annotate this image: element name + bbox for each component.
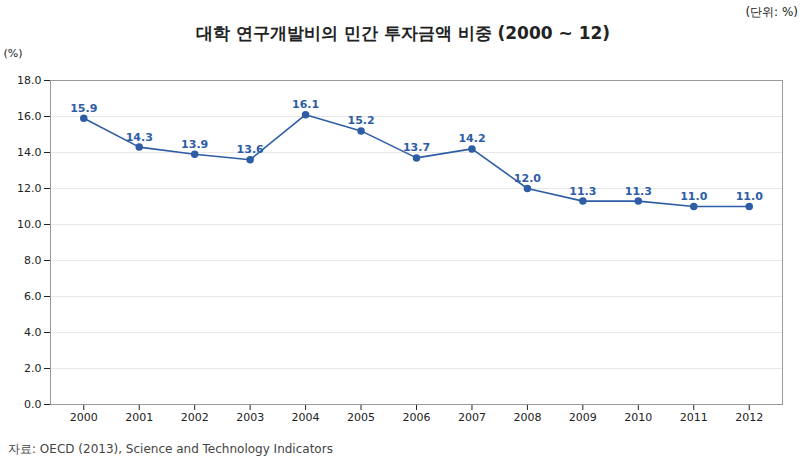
- svg-text:14.0: 14.0: [17, 146, 42, 159]
- svg-text:11.0: 11.0: [736, 190, 763, 203]
- svg-text:11.0: 11.0: [680, 190, 707, 203]
- svg-text:0.0: 0.0: [24, 398, 42, 411]
- svg-text:2004: 2004: [292, 411, 320, 424]
- svg-text:15.9: 15.9: [70, 102, 97, 115]
- html-text:(단위: %): (단위: %): [745, 5, 798, 19]
- svg-text:16.1: 16.1: [292, 98, 319, 111]
- svg-text:14.2: 14.2: [458, 132, 485, 145]
- svg-text:2005: 2005: [347, 411, 375, 424]
- svg-text:2003: 2003: [236, 411, 264, 424]
- svg-text:(%): (%): [4, 47, 23, 60]
- svg-text:8.0: 8.0: [24, 254, 42, 267]
- svg-text:11.3: 11.3: [569, 185, 596, 198]
- svg-text:2002: 2002: [181, 411, 209, 424]
- svg-text:14.3: 14.3: [126, 131, 153, 144]
- html-text:자료: OECD (2013), Science and T: 자료: OECD (2013), Science and Technology …: [8, 442, 333, 456]
- svg-text:16.0: 16.0: [17, 110, 42, 123]
- svg-text:2012: 2012: [735, 411, 763, 424]
- svg-text:12.0: 12.0: [17, 182, 42, 195]
- svg-text:2007: 2007: [458, 411, 486, 424]
- svg-text:12.0: 12.0: [514, 172, 541, 185]
- svg-text:2010: 2010: [624, 411, 652, 424]
- svg-text:13.7: 13.7: [403, 141, 430, 154]
- svg-text:13.9: 13.9: [181, 138, 208, 151]
- svg-text:11.3: 11.3: [625, 185, 652, 198]
- svg-text:2011: 2011: [680, 411, 708, 424]
- svg-text:13.6: 13.6: [237, 143, 264, 156]
- svg-text:2.0: 2.0: [24, 362, 42, 375]
- html-text:대학 연구개발비의 민간 투자금액 비중 (2000 ~ 1: 대학 연구개발비의 민간 투자금액 비중 (2000 ~ 12): [195, 23, 611, 43]
- svg-text:18.0: 18.0: [17, 74, 42, 87]
- svg-text:2008: 2008: [513, 411, 541, 424]
- svg-text:2001: 2001: [125, 411, 153, 424]
- svg-text:2009: 2009: [569, 411, 597, 424]
- svg-text:15.2: 15.2: [347, 114, 374, 127]
- svg-text:2000: 2000: [70, 411, 98, 424]
- svg-text:4.0: 4.0: [24, 326, 42, 339]
- svg-text:6.0: 6.0: [24, 290, 42, 303]
- svg-text:10.0: 10.0: [17, 218, 42, 231]
- svg-text:2006: 2006: [403, 411, 431, 424]
